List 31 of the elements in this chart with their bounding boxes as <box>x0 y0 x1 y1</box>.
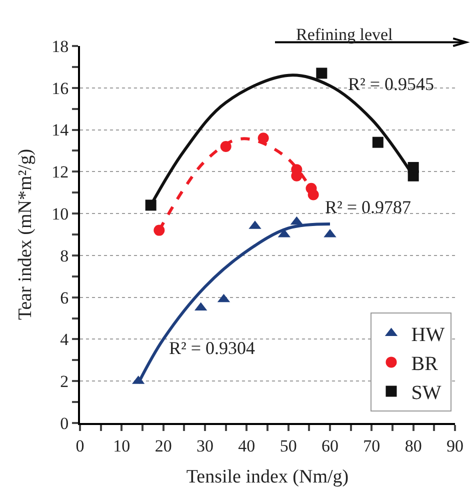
x-tick-label: 90 <box>446 436 464 456</box>
annotation: R² = 0.9545 <box>348 74 434 94</box>
legend-label: SW <box>411 382 442 404</box>
x-tick-label: 80 <box>404 436 422 456</box>
y-tick-label: 14 <box>52 120 70 140</box>
y-tick-label: 4 <box>60 330 70 350</box>
y-tick-label: 10 <box>52 204 69 224</box>
legend-label: BR <box>411 352 439 375</box>
text: Refining level <box>296 25 394 44</box>
x-tick-label: 50 <box>280 436 297 456</box>
point <box>316 68 328 79</box>
x-axis-title: Tensile index (Nm/g) <box>186 466 349 488</box>
y-tick-label: 6 <box>60 288 69 308</box>
annotation: R² = 0.9787 <box>325 197 412 217</box>
point <box>372 136 384 148</box>
x-tick-label: 20 <box>154 436 172 456</box>
x-tick-label: 70 <box>363 436 380 456</box>
x-tick-label: 60 <box>322 436 338 456</box>
x-tick-label: 40 <box>238 436 256 456</box>
y-tick-label: 12 <box>52 162 69 182</box>
x-tick-label: 30 <box>196 436 214 456</box>
x-tick-label: 10 <box>113 436 130 456</box>
legend-label: HW <box>411 324 445 346</box>
annotation: R² = 0.9304 <box>169 338 256 358</box>
y-tick-label: 18 <box>52 36 69 56</box>
y-tick-label: 2 <box>60 372 69 392</box>
y-tick-label: 16 <box>52 78 69 98</box>
x-tick-label: 0 <box>76 436 84 456</box>
y-axis-title: Tear index (mN*m²/g) <box>14 148 36 320</box>
y-tick-label: 0 <box>60 414 69 433</box>
y-tick-label: 8 <box>60 246 69 266</box>
